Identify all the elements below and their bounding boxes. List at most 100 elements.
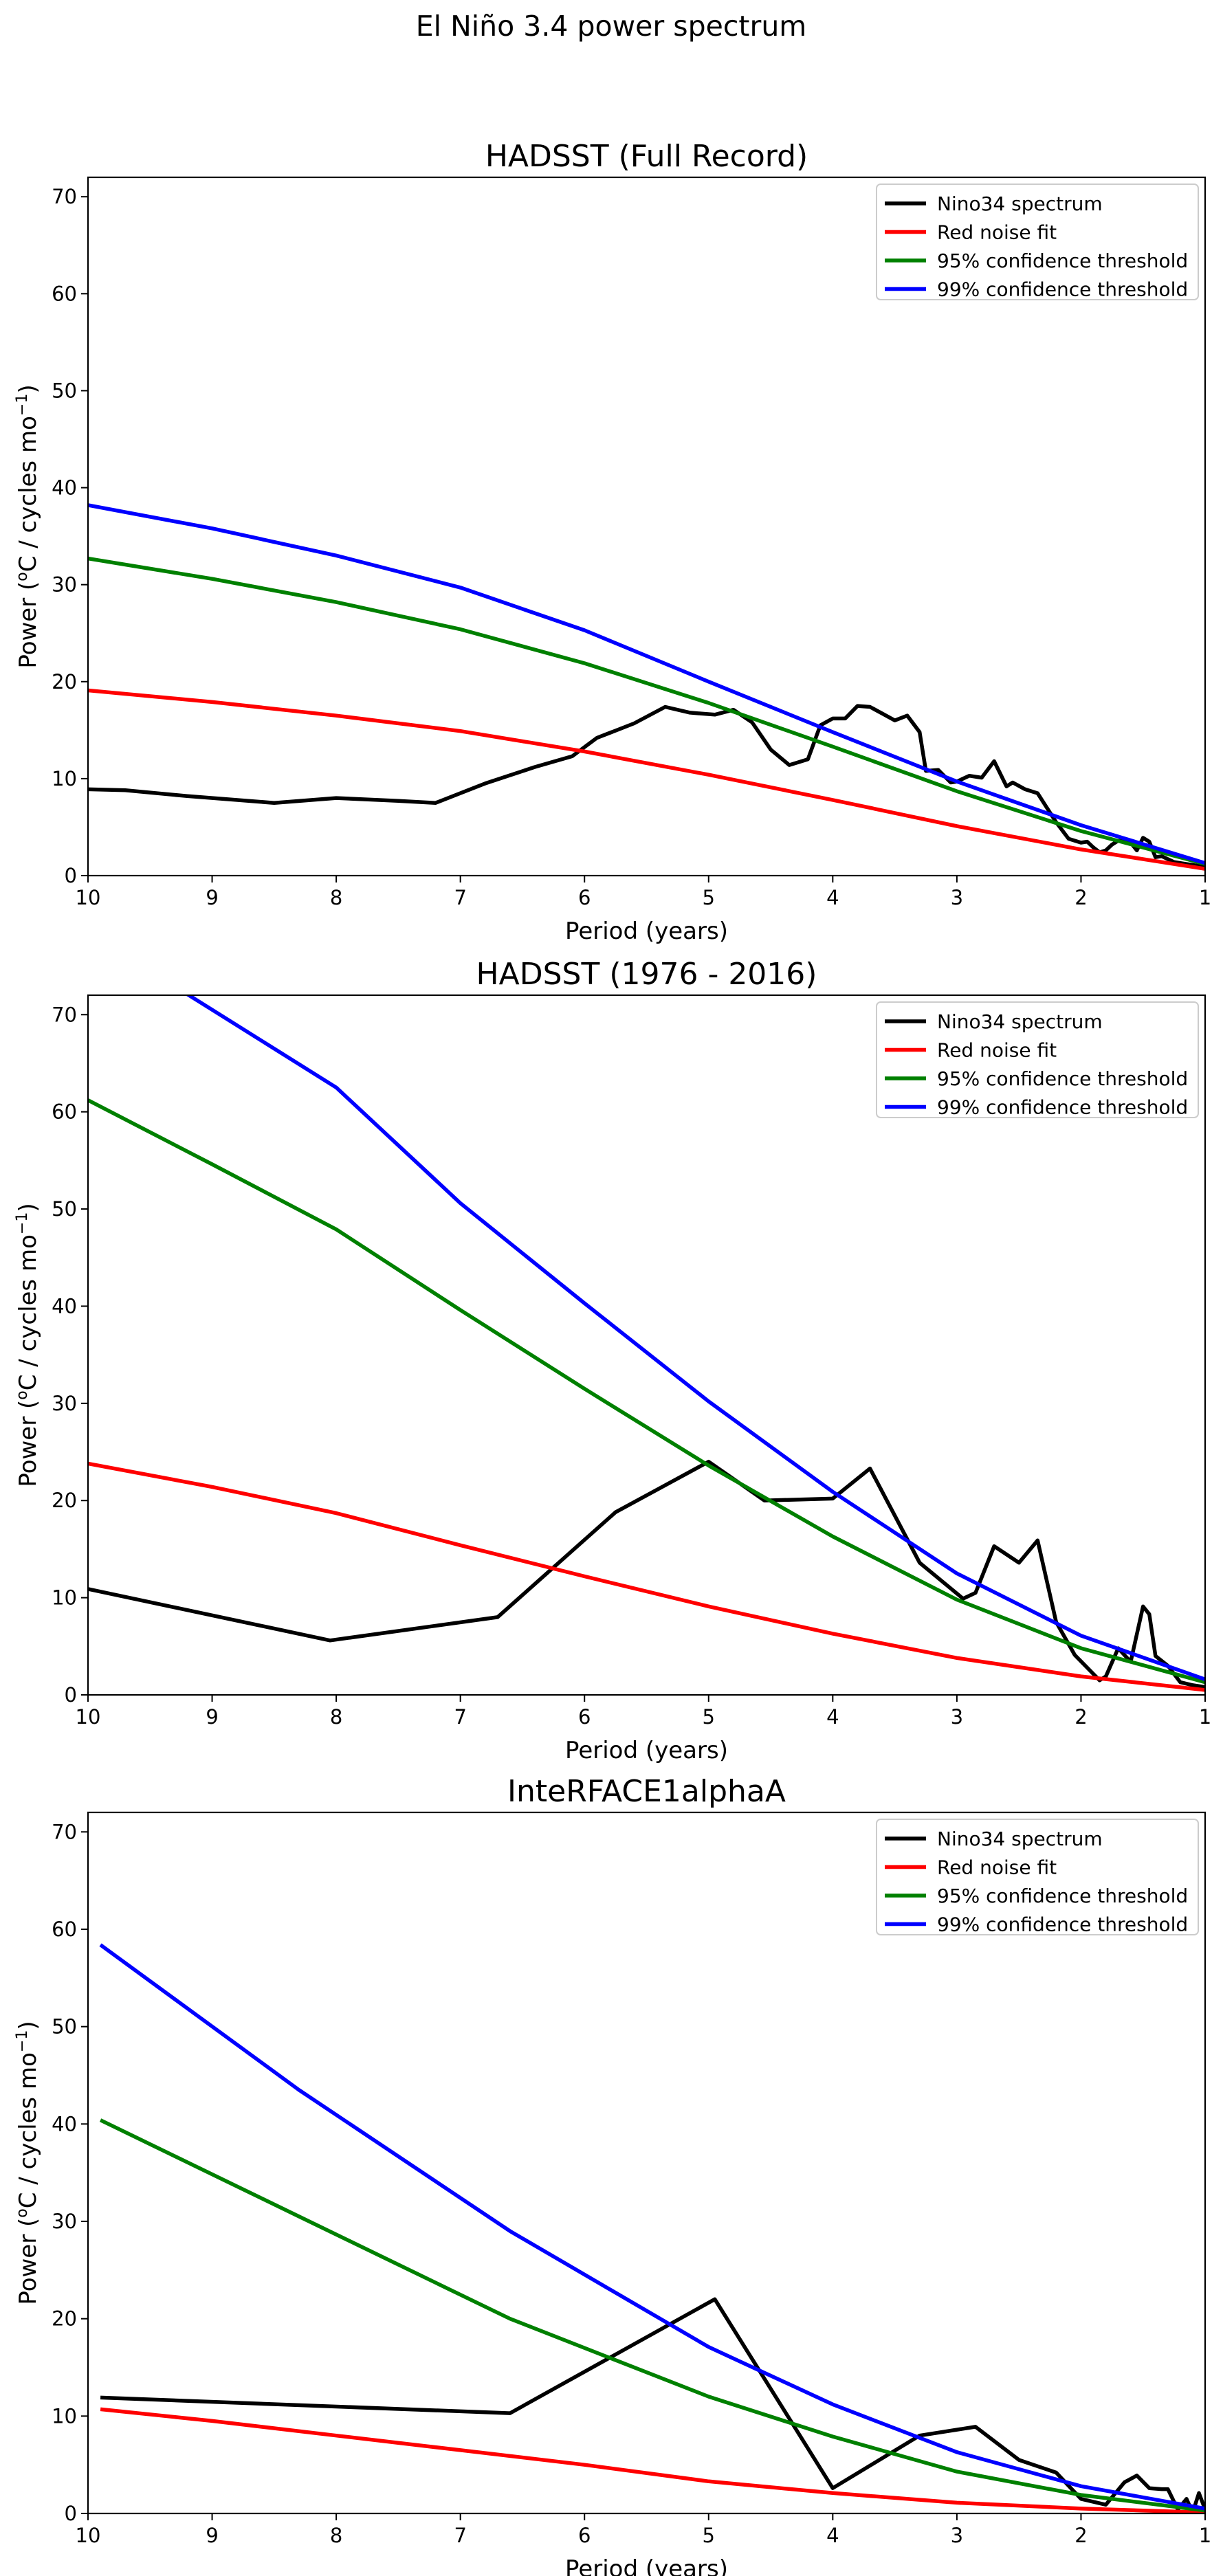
chart-title: HADSST (1976 - 2016) bbox=[476, 957, 817, 992]
x-tick-label: 7 bbox=[454, 2524, 466, 2547]
legend-label: 95% confidence threshold bbox=[937, 1067, 1188, 1090]
x-tick-label: 1 bbox=[1199, 886, 1211, 909]
y-tick-label: 70 bbox=[52, 1820, 77, 1843]
series-line-95-confidence-threshold bbox=[99, 2118, 1205, 2513]
y-tick-label: 60 bbox=[52, 1918, 77, 1941]
y-tick-label: 40 bbox=[52, 476, 77, 500]
axes-frame bbox=[87, 1811, 1207, 2515]
y-tick-label: 50 bbox=[52, 379, 77, 402]
y-tick-label: 0 bbox=[65, 1683, 77, 1707]
axes-frame bbox=[87, 994, 1207, 1696]
x-tick-label: 3 bbox=[951, 2524, 963, 2547]
legend-label: 99% confidence threshold bbox=[937, 1913, 1188, 1936]
x-tick-label: 1 bbox=[1199, 2524, 1211, 2547]
x-axis-label: Period (years) bbox=[565, 918, 728, 945]
series-line-99-confidence-threshold bbox=[88, 503, 1205, 865]
x-tick-label: 3 bbox=[951, 886, 963, 909]
chart-title: HADSST (Full Record) bbox=[485, 139, 808, 174]
legend: Nino34 spectrum Red noise fit 95% confiden… bbox=[876, 1819, 1199, 1936]
series-line-red-noise-fit bbox=[100, 2407, 1205, 2513]
legend-box bbox=[876, 1001, 1199, 1118]
y-tick-label: 10 bbox=[52, 2404, 77, 2428]
series-line-95-confidence-threshold bbox=[88, 1098, 1205, 1685]
y-tick-label: 60 bbox=[52, 282, 77, 305]
x-tick-label: 1 bbox=[1199, 1705, 1211, 1729]
x-axis-label: Period (years) bbox=[565, 2555, 728, 2576]
y-axis-label: Power (oC / cycles mo−1) bbox=[14, 2021, 42, 2305]
y-tick-label: 10 bbox=[52, 1586, 77, 1610]
y-tick-label: 60 bbox=[52, 1100, 77, 1124]
x-axis-label: Period (years) bbox=[565, 1737, 728, 1764]
legend-label: 95% confidence threshold bbox=[937, 249, 1188, 272]
x-tick-label: 8 bbox=[330, 886, 342, 909]
y-tick-label: 0 bbox=[65, 864, 77, 887]
x-tick-label: 7 bbox=[454, 886, 466, 909]
legend-label: 99% confidence threshold bbox=[937, 1096, 1188, 1119]
y-tick-label: 50 bbox=[52, 2015, 77, 2039]
series-line-red-noise-fit bbox=[88, 688, 1205, 871]
legend-box bbox=[876, 1819, 1199, 1935]
x-tick-label: 5 bbox=[703, 1705, 715, 1729]
y-tick-label: 0 bbox=[65, 2502, 77, 2525]
legend-label: Red noise fit bbox=[937, 221, 1057, 244]
y-tick-label: 50 bbox=[52, 1197, 77, 1221]
y-axis-label: Power (oC / cycles mo−1) bbox=[14, 384, 42, 668]
series-line-95-confidence-threshold bbox=[88, 556, 1205, 866]
x-tick-label: 4 bbox=[826, 1705, 839, 1729]
axes-frame bbox=[87, 176, 1207, 877]
x-tick-label: 6 bbox=[578, 886, 591, 909]
y-tick-label: 40 bbox=[52, 1294, 77, 1318]
x-tick-label: 5 bbox=[703, 2524, 715, 2547]
x-tick-label: 2 bbox=[1075, 2524, 1087, 2547]
chart-panel-2: HADSST (1976 - 2016)10 9 8 7 6 5 4 3 2 1010203040… bbox=[14, 957, 1211, 1764]
x-tick-label: 8 bbox=[330, 1705, 342, 1729]
x-tick-label: 8 bbox=[330, 2524, 342, 2547]
y-tick-label: 30 bbox=[52, 2210, 77, 2233]
x-tick-label: 9 bbox=[206, 886, 218, 909]
y-tick-label: 20 bbox=[52, 670, 77, 693]
y-tick-label: 20 bbox=[52, 2307, 77, 2331]
legend-label: Red noise fit bbox=[937, 1039, 1057, 1062]
series-line-99-confidence-threshold bbox=[99, 1943, 1205, 2511]
x-tick-label: 4 bbox=[826, 2524, 839, 2547]
series-group bbox=[99, 1943, 1205, 2513]
legend-label: Nino34 spectrum bbox=[937, 192, 1103, 215]
y-tick-label: 20 bbox=[52, 1489, 77, 1512]
y-tick-label: 40 bbox=[52, 2112, 77, 2135]
legend-box bbox=[876, 184, 1199, 300]
y-tick-label: 70 bbox=[52, 1003, 77, 1026]
series-group bbox=[88, 995, 1205, 1692]
legend-label: Nino34 spectrum bbox=[937, 1010, 1103, 1033]
y-tick-label: 10 bbox=[52, 767, 77, 790]
x-tick-label: 4 bbox=[826, 886, 839, 909]
x-tick-label: 10 bbox=[76, 1705, 101, 1729]
x-tick-label: 6 bbox=[578, 1705, 591, 1729]
x-tick-label: 6 bbox=[578, 2524, 591, 2547]
figure-suptitle: El Niño 3.4 power spectrum bbox=[416, 10, 807, 43]
x-tick-label: 9 bbox=[206, 1705, 218, 1729]
y-tick-label: 70 bbox=[52, 185, 77, 208]
x-tick-label: 3 bbox=[951, 1705, 963, 1729]
y-tick-label: 30 bbox=[52, 573, 77, 597]
x-tick-label: 2 bbox=[1075, 1705, 1087, 1729]
x-tick-label: 9 bbox=[206, 2524, 218, 2547]
legend-label: 95% confidence threshold bbox=[937, 1885, 1188, 1907]
chart-title: InteRFACE1alphaA bbox=[507, 1774, 786, 1809]
chart-panel-1: HADSST (Full Record)10 9 8 7 6 5 4 3 2 1010203040… bbox=[14, 139, 1211, 945]
series-group bbox=[88, 503, 1205, 871]
series-line-99-confidence-threshold bbox=[185, 995, 1205, 1681]
y-tick-label: 30 bbox=[52, 1392, 77, 1415]
x-tick-label: 10 bbox=[76, 886, 101, 909]
legend-label: Red noise fit bbox=[937, 1856, 1057, 1879]
x-tick-label: 5 bbox=[703, 886, 715, 909]
series-line-red-noise-fit bbox=[88, 1461, 1205, 1692]
x-tick-label: 2 bbox=[1075, 886, 1087, 909]
y-axis-label: Power (oC / cycles mo−1) bbox=[14, 1203, 42, 1487]
legend: Nino34 spectrum Red noise fit 95% confiden… bbox=[876, 1001, 1199, 1119]
legend-label: Nino34 spectrum bbox=[937, 1828, 1103, 1850]
x-tick-label: 7 bbox=[454, 1705, 466, 1729]
legend-label: 99% confidence threshold bbox=[937, 278, 1188, 301]
x-tick-label: 10 bbox=[76, 2524, 101, 2547]
